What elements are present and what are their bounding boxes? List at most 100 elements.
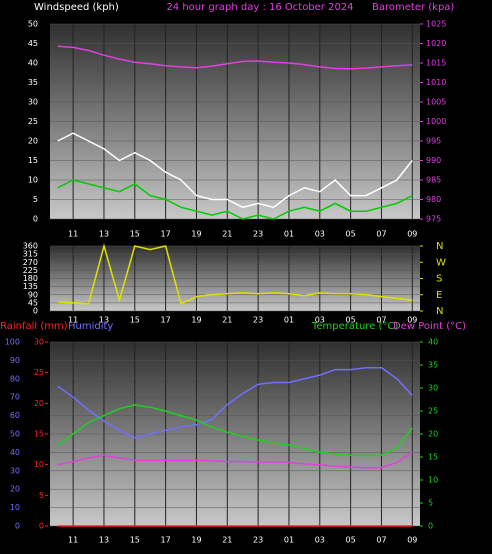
y2-tick-label: W [436,257,446,268]
series-line [57,132,413,209]
y-tick-label: 40 [28,59,38,68]
y2-tick-label: E [436,290,442,301]
y-tick-label: 70 [10,393,20,402]
legend-entry: Temperature (°C) [311,321,398,332]
y-tick-label: 360 [23,242,38,251]
y-tick-label: 270 [23,258,38,267]
y2-tick-label: 990 [426,156,441,165]
x-tick-label: 19 [191,316,201,325]
x-tick-label: 09 [407,536,417,545]
series-line [57,45,413,70]
y-tick-label: 10 [28,176,38,185]
x-tick-label: 05 [346,230,356,239]
x-tick-label: 19 [191,230,201,239]
x-tick-label: 09 [407,230,417,239]
legend-entry: Humidity [68,321,113,332]
y3-tick-label: 25 [34,368,44,377]
y2-tick-label: 25 [428,407,438,416]
y2-tick-label: 5 [428,499,433,508]
y2-tick-label: 1005 [426,98,446,107]
y2-tick-label: 30 [428,384,438,393]
y-tick-label: 45 [28,39,38,48]
x-tick-label: 09 [407,316,417,325]
x-tick-label: 13 [99,536,109,545]
x-tick-label: 07 [376,536,386,545]
x-tick-label: 17 [161,536,171,545]
x-tick-label: 13 [99,230,109,239]
x-tick-label: 07 [376,230,386,239]
y2-tick-label: 35 [428,361,438,370]
y-tick-label: 20 [28,137,38,146]
x-tick-label: 13 [99,316,109,325]
y-tick-label: 35 [28,78,38,87]
y-tick-label: 10 [10,503,20,512]
y-tick-label: 315 [23,250,38,259]
y-tick-label: 25 [28,117,38,126]
y3-tick-label: 30 [34,338,44,347]
x-tick-label: 21 [222,316,232,325]
y2-tick-label: 1015 [426,59,446,68]
series-line [57,451,413,469]
y3-tick-label: 5 [39,491,44,500]
y2-tick-label: 15 [428,453,438,462]
y-tick-label: 30 [10,466,20,475]
x-tick-label: 21 [222,536,232,545]
y2-tick-label: N [436,241,443,252]
y3-tick-label: 20 [34,399,44,408]
y-axis-label: Windspeed (kph) [34,2,119,13]
y-tick-label: 5 [33,195,38,204]
y-tick-label: 15 [28,156,38,165]
x-tick-label: 19 [191,536,201,545]
x-tick-label: 23 [253,536,263,545]
y-tick-label: 30 [28,98,38,107]
x-tick-label: 23 [253,316,263,325]
x-tick-label: 05 [346,316,356,325]
y3-tick-label: 15 [34,430,44,439]
y2-tick-label: S [436,274,442,285]
x-tick-label: 15 [130,230,140,239]
y2-tick-label: 0 [428,522,433,531]
y-tick-label: 45 [28,298,38,307]
x-tick-label: 23 [253,230,263,239]
x-tick-label: 21 [222,230,232,239]
y-tick-label: 0 [15,522,20,531]
y-tick-label: 60 [10,411,20,420]
y-tick-label: 50 [28,20,38,29]
x-tick-label: 11 [68,536,78,545]
y2-tick-label: 980 [426,195,441,204]
x-tick-label: 01 [284,536,294,545]
y-tick-label: 180 [23,274,38,283]
y2-tick-label: 40 [428,338,438,347]
y2-tick-label: 975 [426,215,441,224]
x-tick-label: 15 [130,536,140,545]
y2-tick-label: 1025 [426,20,446,29]
x-tick-label: 07 [376,316,386,325]
y2-tick-label: 10 [428,476,438,485]
x-tick-label: 11 [68,316,78,325]
y2-tick-label: 1020 [426,39,446,48]
y3-tick-label: 0 [39,522,44,531]
chart-title: 24 hour graph day : 16 October 2024 [166,2,353,13]
y-tick-label: 90 [28,290,38,299]
y-tick-label: 135 [23,282,38,291]
series-line [57,179,413,220]
y-tick-label: 80 [10,374,20,383]
y3-tick-label: 10 [34,460,44,469]
y2-tick-label: N [436,306,443,317]
y2-tick-label: 1000 [426,117,446,126]
y-tick-label: 100 [5,338,20,347]
legend-entry: Rainfall (mm) [0,321,68,332]
y2-tick-label: 20 [428,430,438,439]
y-tick-label: 40 [10,448,20,457]
y-tick-label: 20 [10,485,20,494]
series-line [57,243,413,305]
y-tick-label: 0 [33,307,38,316]
x-tick-label: 17 [161,230,171,239]
series-line [57,367,413,439]
x-tick-label: 11 [68,230,78,239]
y2-tick-label: 985 [426,176,441,185]
y2-tick-label: 1010 [426,78,446,87]
x-tick-label: 15 [130,316,140,325]
